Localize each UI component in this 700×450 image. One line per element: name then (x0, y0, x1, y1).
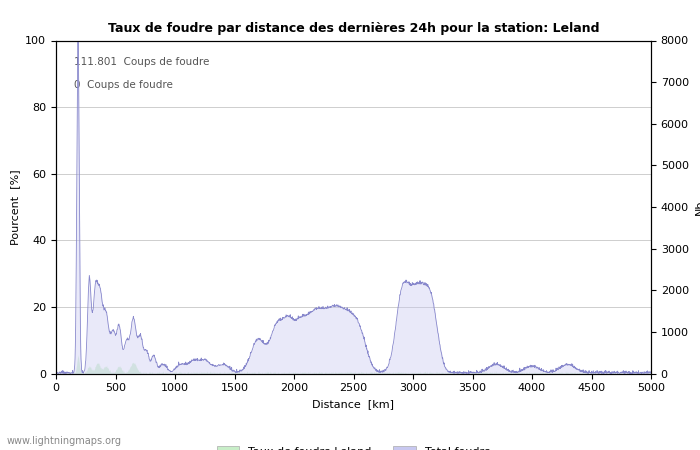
Text: www.lightningmaps.org: www.lightningmaps.org (7, 436, 122, 446)
Text: 111.801  Coups de foudre: 111.801 Coups de foudre (74, 57, 209, 67)
Title: Taux de foudre par distance des dernières 24h pour la station: Leland: Taux de foudre par distance des dernière… (108, 22, 599, 35)
Y-axis label: Pourcent  [%]: Pourcent [%] (10, 169, 20, 245)
Legend: Taux de foudre Leland, Total foudre: Taux de foudre Leland, Total foudre (212, 441, 495, 450)
Y-axis label: Nb: Nb (694, 199, 700, 215)
Text: 0  Coups de foudre: 0 Coups de foudre (74, 81, 173, 90)
X-axis label: Distance  [km]: Distance [km] (312, 399, 395, 409)
